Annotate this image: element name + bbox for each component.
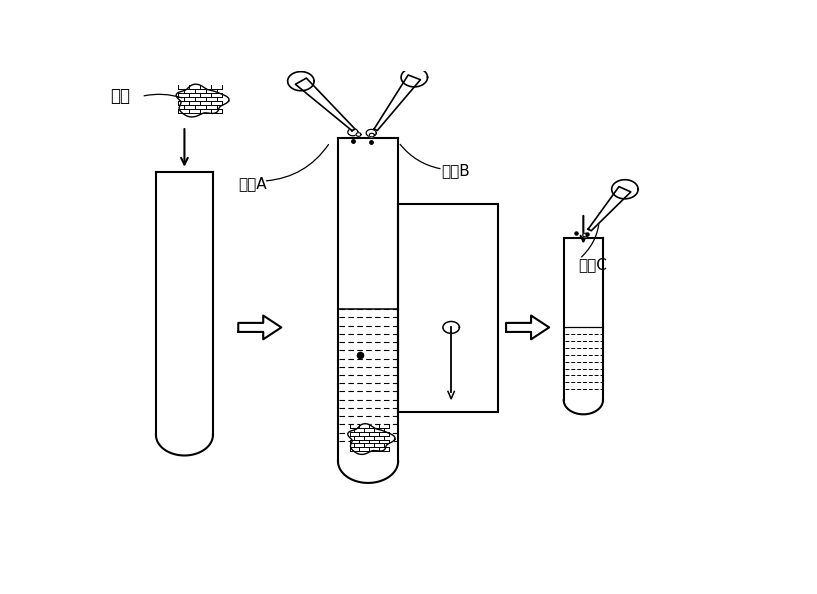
Polygon shape [506, 315, 549, 339]
Polygon shape [176, 84, 229, 117]
Polygon shape [588, 187, 631, 230]
Polygon shape [448, 391, 454, 399]
Polygon shape [296, 78, 355, 131]
Text: 试剂C: 试剂C [578, 257, 607, 272]
Text: 试剂B: 试剂B [441, 163, 470, 178]
Polygon shape [583, 233, 588, 237]
Polygon shape [288, 72, 314, 91]
Text: 基质: 基质 [109, 87, 130, 106]
Polygon shape [369, 133, 374, 137]
Polygon shape [239, 315, 281, 339]
Polygon shape [356, 132, 361, 137]
Polygon shape [401, 68, 427, 87]
Polygon shape [612, 180, 638, 199]
Polygon shape [366, 129, 377, 137]
Polygon shape [374, 75, 421, 131]
Text: 试剂A: 试剂A [239, 176, 267, 191]
Polygon shape [348, 424, 395, 454]
Polygon shape [348, 128, 358, 136]
Polygon shape [443, 321, 459, 333]
